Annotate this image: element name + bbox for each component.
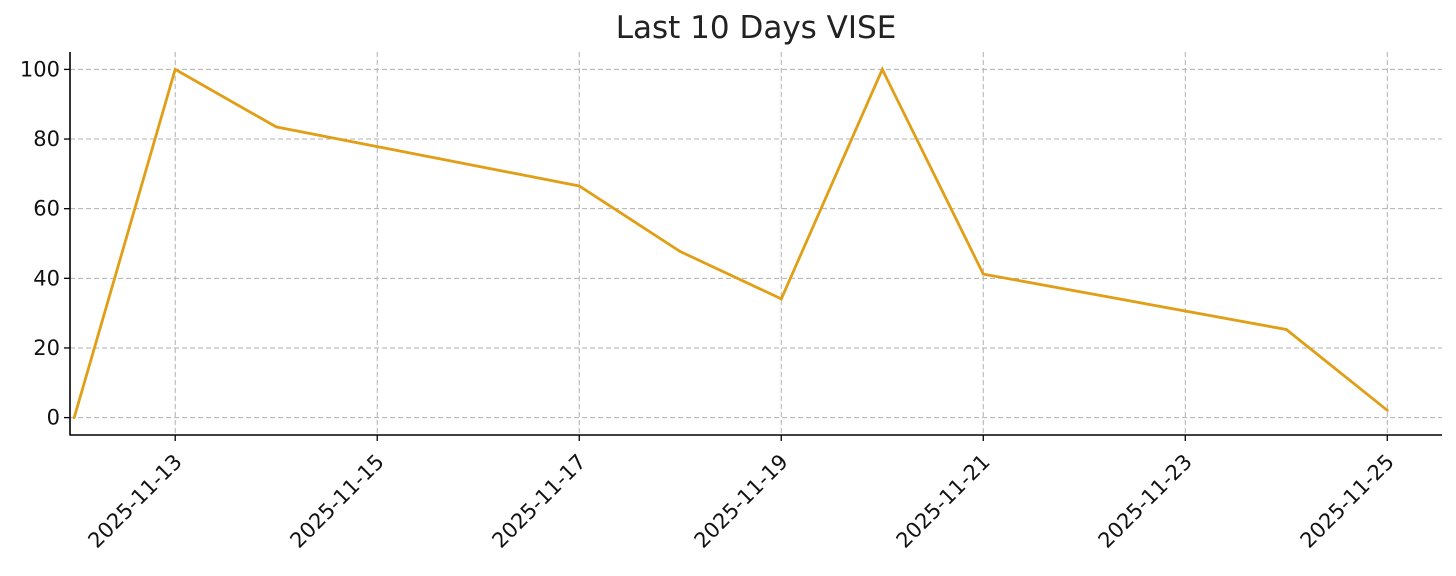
x-tick-label: 2025-11-21 <box>892 450 995 553</box>
grid-layer <box>70 52 1442 435</box>
y-tick-label: 40 <box>33 266 60 290</box>
tick-label-layer: 0 20 40 60 80 100 2025-11-13 2025-11-15 2025-11-… <box>20 57 1399 552</box>
data-point <box>981 272 985 276</box>
data-point <box>779 297 783 301</box>
y-tick-label: 60 <box>33 197 60 221</box>
data-point <box>577 184 581 188</box>
x-tick-label: 2025-11-15 <box>285 450 388 553</box>
data-point <box>880 68 884 71</box>
data-point <box>1284 328 1288 331</box>
y-tick-label: 0 <box>47 406 60 430</box>
y-tick-label: 20 <box>33 336 60 360</box>
data-point <box>173 68 177 71</box>
data-point <box>678 250 682 253</box>
chart-title: Last 10 Days VISE <box>615 10 897 46</box>
y-tick-label: 100 <box>20 57 60 81</box>
x-tick-label: 2025-11-17 <box>488 450 591 553</box>
x-tick-label: 2025-11-13 <box>83 450 186 553</box>
y-tick-label: 80 <box>33 127 60 151</box>
x-tick-label: 2025-11-19 <box>690 450 793 553</box>
axis-layer <box>64 52 1442 441</box>
x-tick-label: 2025-11-25 <box>1296 450 1399 553</box>
data-point <box>72 416 76 419</box>
data-point <box>274 125 278 129</box>
x-tick-label: 2025-11-23 <box>1094 450 1197 553</box>
data-point <box>1385 408 1389 412</box>
series-line <box>72 66 1389 418</box>
series-layer <box>72 66 1389 419</box>
